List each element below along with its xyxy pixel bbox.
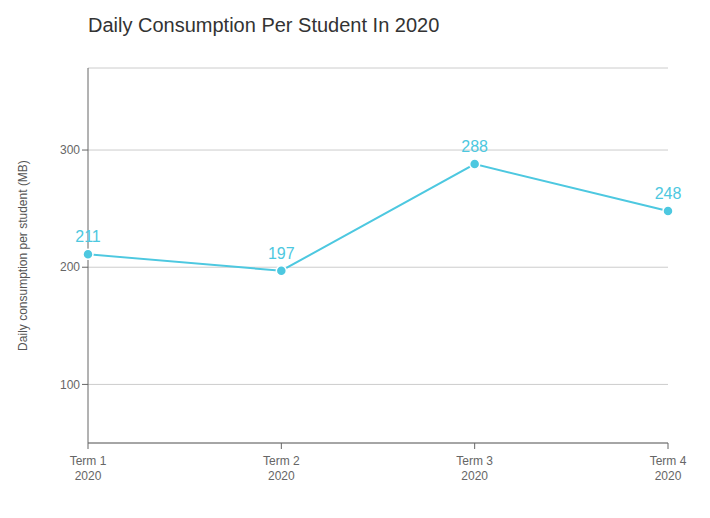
svg-text:288: 288 (461, 138, 488, 155)
svg-text:Term 42020: Term 42020 (650, 454, 687, 483)
svg-text:Term 32020: Term 32020 (456, 454, 493, 483)
svg-text:Term 22020: Term 22020 (263, 454, 300, 483)
svg-text:300: 300 (60, 143, 80, 157)
svg-text:211: 211 (75, 228, 101, 245)
svg-text:100: 100 (60, 378, 80, 392)
svg-text:197: 197 (268, 245, 295, 262)
svg-text:Term 12020: Term 12020 (70, 454, 107, 483)
svg-text:Daily consumption per student: Daily consumption per student (MB) (16, 160, 30, 351)
html-text:Daily Consumption Per Student: Daily Consumption Per Student In 2020 (88, 14, 440, 36)
svg-text:248: 248 (655, 185, 682, 202)
svg-text:200: 200 (60, 260, 80, 274)
